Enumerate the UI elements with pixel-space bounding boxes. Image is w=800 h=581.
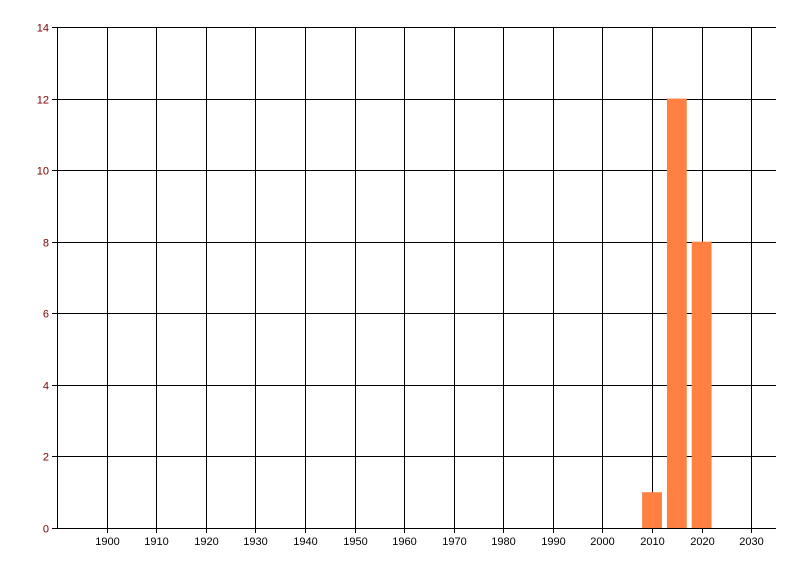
x-tick-label: 2000 xyxy=(590,536,614,548)
x-tick-label: 1970 xyxy=(442,536,466,548)
y-tick-label: 10 xyxy=(37,166,49,178)
y-tick-label: 12 xyxy=(37,95,49,107)
x-tick-label: 2030 xyxy=(739,536,763,548)
x-tick-label: 2020 xyxy=(690,536,714,548)
x-tick-label: 1950 xyxy=(343,536,367,548)
axes xyxy=(57,27,776,529)
y-tick-label: 2 xyxy=(43,452,49,464)
x-tick-label: 1990 xyxy=(541,536,565,548)
y-tick-label: 6 xyxy=(43,309,49,321)
bar-2010 xyxy=(642,492,662,528)
bar-2020 xyxy=(691,241,712,528)
grid xyxy=(52,27,776,533)
x-tick-label: 1940 xyxy=(293,536,317,548)
y-tick-label: 14 xyxy=(37,23,49,35)
y-tick-label: 0 xyxy=(43,524,49,536)
bars xyxy=(642,98,712,529)
x-tick-label: 1910 xyxy=(144,536,168,548)
x-tick-label: 1900 xyxy=(95,536,119,548)
tick-labels: 0 2 4 6 8 10 12 14 1900 1910 1920 1930 1940 1950 1960 1… xyxy=(37,23,764,549)
x-tick-label: 1930 xyxy=(243,536,267,548)
y-tick-label: 8 xyxy=(43,238,49,250)
x-tick-label: 1980 xyxy=(491,536,515,548)
y-tick-label: 4 xyxy=(43,381,49,393)
x-tick-label: 1920 xyxy=(194,536,218,548)
x-tick-label: 1960 xyxy=(392,536,416,548)
bar-2015 xyxy=(666,98,687,529)
x-tick-label: 2010 xyxy=(640,536,664,548)
